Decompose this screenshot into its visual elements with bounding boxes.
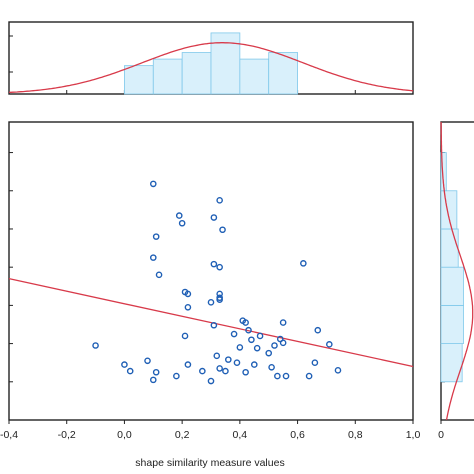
data-point <box>210 260 218 268</box>
top-hist-bar <box>210 32 241 95</box>
top-hist-bar <box>239 58 270 95</box>
data-point <box>230 330 238 338</box>
data-point <box>282 372 290 380</box>
data-point <box>236 344 244 351</box>
data-point <box>279 319 287 326</box>
data-point <box>311 359 319 366</box>
data-point <box>173 372 180 380</box>
top-hist-normal-curve <box>8 42 414 94</box>
data-point <box>326 341 333 348</box>
data-point <box>184 290 192 298</box>
top-hist-bar <box>124 65 154 95</box>
x-tick-label: 0,8 <box>348 429 363 441</box>
data-point <box>245 326 252 334</box>
data-point <box>314 326 322 334</box>
right-hist-x-tick-label: 0 <box>438 429 444 441</box>
data-point <box>199 367 206 375</box>
right-hist-bar <box>440 304 464 344</box>
data-point <box>175 212 183 219</box>
data-point <box>207 299 215 306</box>
data-point <box>152 368 160 376</box>
data-point <box>268 363 275 371</box>
right-hist-bar <box>440 266 464 306</box>
data-point <box>144 357 151 365</box>
top-hist-bar <box>152 58 183 95</box>
data-point <box>149 180 157 188</box>
data-point <box>242 319 249 326</box>
x-tick-label: 0,2 <box>175 429 190 441</box>
data-point <box>152 233 160 240</box>
data-point <box>216 197 223 204</box>
data-point <box>216 365 223 372</box>
data-point <box>222 367 229 375</box>
data-point <box>181 332 189 340</box>
data-point <box>248 336 255 344</box>
x-axis-label: shape similarity measure values <box>135 457 284 469</box>
data-point <box>250 361 258 368</box>
data-point <box>210 214 218 221</box>
data-point <box>184 361 192 368</box>
top-hist-bar <box>181 52 212 95</box>
data-point <box>210 321 218 329</box>
data-point <box>242 368 249 376</box>
data-point <box>184 303 192 311</box>
data-point <box>155 271 163 279</box>
x-tick-label: -0,4 <box>0 429 18 441</box>
data-point <box>305 372 313 380</box>
x-tick-label: 0,6 <box>290 429 305 441</box>
data-point <box>271 342 278 349</box>
right-hist-bar <box>440 228 459 268</box>
data-point <box>121 361 128 368</box>
right-hist-normal-curve <box>440 122 474 421</box>
regression-line <box>8 278 414 368</box>
data-point <box>216 296 223 303</box>
data-point <box>149 376 157 384</box>
data-point <box>274 372 281 380</box>
data-point <box>225 356 232 363</box>
data-point <box>265 349 273 357</box>
data-point <box>207 377 215 385</box>
data-point <box>213 352 221 360</box>
data-point <box>279 339 287 347</box>
data-point <box>219 226 226 234</box>
top-histogram <box>8 21 414 95</box>
plot-frame <box>8 121 414 421</box>
data-point <box>149 254 157 261</box>
x-tick-label: -0,2 <box>58 429 76 441</box>
data-point <box>216 263 223 271</box>
data-point <box>126 367 134 375</box>
data-point <box>178 219 186 227</box>
scatter-plot: -0,4 -0,2 0,0 0,2 0,4 0,6 0,8 1,0 <box>0 121 421 441</box>
x-tick-label: 0,4 <box>233 429 248 441</box>
x-tick-label: 1,0 <box>406 429 421 441</box>
data-point <box>253 344 261 352</box>
data-point <box>233 359 241 366</box>
data-point <box>92 342 99 349</box>
x-tick-label: 0,0 <box>117 429 132 441</box>
right-hist-bar <box>440 190 458 230</box>
data-point <box>256 332 264 340</box>
data-point <box>300 260 307 267</box>
right-histogram: 0 <box>438 121 474 441</box>
data-point <box>334 367 342 374</box>
